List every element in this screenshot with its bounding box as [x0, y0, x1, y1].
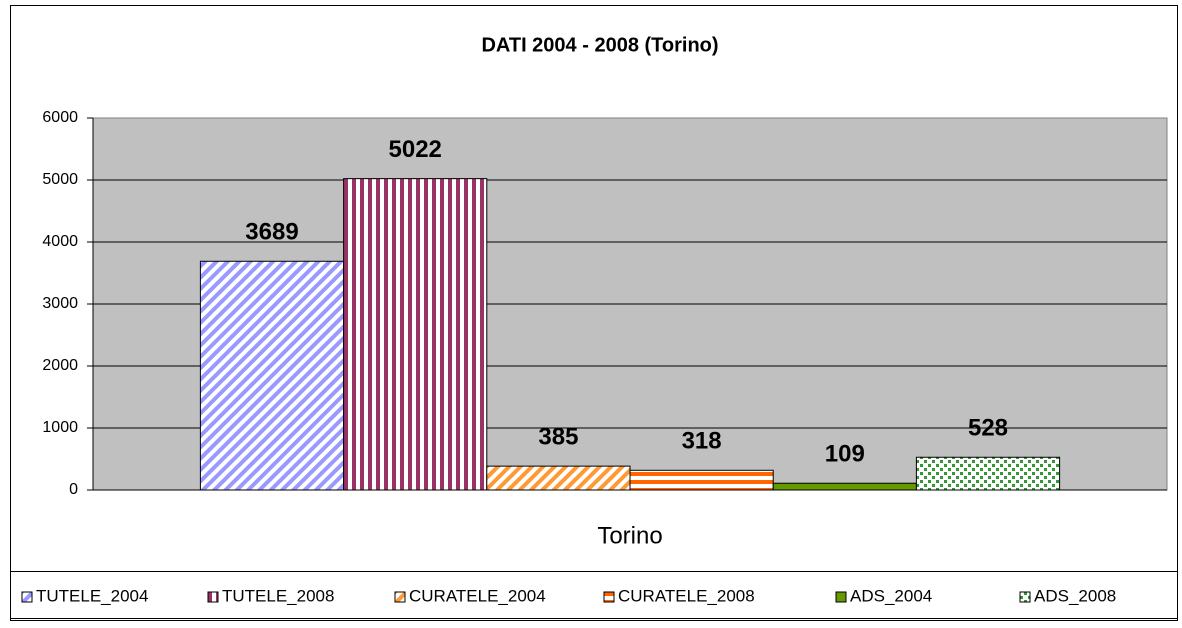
data-label: 385 — [538, 423, 578, 450]
legend-swatch — [1019, 591, 1031, 603]
bar — [486, 465, 631, 491]
data-label: 5022 — [389, 136, 442, 163]
legend-label: TUTELE_2004 — [36, 586, 148, 605]
y-tick-label: 5000 — [42, 171, 78, 188]
bar — [629, 469, 774, 491]
legend-label: CURATELE_2004 — [409, 586, 546, 605]
bar — [343, 178, 488, 491]
legend-label: CURATELE_2008 — [618, 586, 755, 605]
legend-swatch — [21, 591, 33, 603]
y-tick-label: 2000 — [42, 357, 78, 374]
data-label: 3689 — [245, 219, 298, 246]
x-tick-label: Torino — [597, 522, 662, 549]
data-label: 318 — [682, 428, 722, 455]
y-tick-label: 0 — [69, 481, 78, 498]
y-tick-label: 6000 — [42, 109, 78, 126]
data-label: 109 — [825, 441, 865, 468]
legend-swatch — [835, 591, 847, 603]
y-tick-label: 3000 — [42, 295, 78, 312]
legend-label: TUTELE_2008 — [222, 586, 334, 605]
data-label: 528 — [968, 415, 1008, 442]
legend-label: ADS_2008 — [1034, 586, 1116, 605]
chart-title: DATI 2004 - 2008 (Torino) — [481, 34, 718, 56]
legend-label: ADS_2004 — [850, 586, 932, 605]
legend-swatch — [207, 591, 219, 603]
legend-swatch — [603, 591, 615, 603]
bar — [915, 456, 1061, 491]
legend-swatch — [394, 591, 406, 603]
bar — [772, 482, 917, 491]
legend-box — [10, 571, 1178, 619]
bar — [199, 260, 345, 491]
y-tick-label: 4000 — [42, 233, 78, 250]
y-tick-label: 1000 — [42, 419, 78, 436]
